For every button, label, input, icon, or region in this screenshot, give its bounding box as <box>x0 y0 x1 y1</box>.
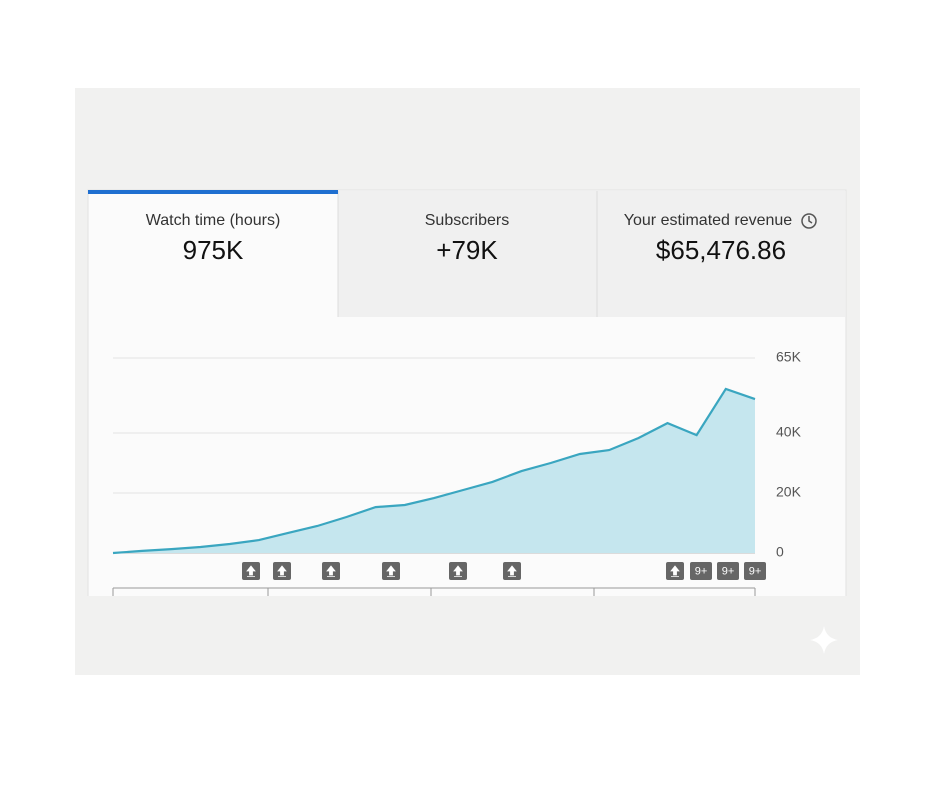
marker-badge <box>744 562 766 580</box>
tab[interactable]: Your estimated revenue $65,476.86 <box>624 212 817 265</box>
inactive-tabs <box>338 191 845 317</box>
active-tab-indicator <box>88 190 338 194</box>
tab-value: +79K <box>436 235 498 265</box>
tab-label: Subscribers <box>425 212 509 229</box>
marker-badge <box>717 562 739 580</box>
tab-value: $65,476.86 <box>656 235 786 265</box>
upload-arrow <box>277 565 287 577</box>
area <box>113 388 755 553</box>
tab-label: Your estimated revenue <box>624 212 793 229</box>
y-tick-label: 65K <box>776 349 802 365</box>
marker-label: 9+ <box>695 565 708 577</box>
y-tick-label: 40K <box>776 424 802 440</box>
upload-arrow <box>453 565 463 577</box>
backdrop-bottom <box>75 596 860 675</box>
tab[interactable]: Subscribers +79K <box>425 212 509 265</box>
sparkle <box>810 626 838 654</box>
tab-value: 975K <box>183 235 244 265</box>
y-tick-label: 0 <box>776 544 784 560</box>
marker-label: 9+ <box>722 565 735 577</box>
upload-arrow <box>507 565 517 577</box>
upload-arrow <box>670 565 680 577</box>
x-axis <box>112 587 756 596</box>
upload-arrow <box>246 565 256 577</box>
marker-badge <box>690 562 712 580</box>
tab-label: Watch time (hours) <box>146 212 281 229</box>
upload-markers: 9+ 9+ 9+ <box>242 562 766 580</box>
upload-arrow <box>326 565 336 577</box>
marker-label: 9+ <box>749 565 762 577</box>
clock-icon <box>801 213 817 229</box>
line <box>112 387 756 555</box>
tab[interactable]: Watch time (hours) 975K <box>146 212 281 265</box>
y-tick-label: 20K <box>776 484 802 500</box>
upload-arrow <box>386 565 396 577</box>
